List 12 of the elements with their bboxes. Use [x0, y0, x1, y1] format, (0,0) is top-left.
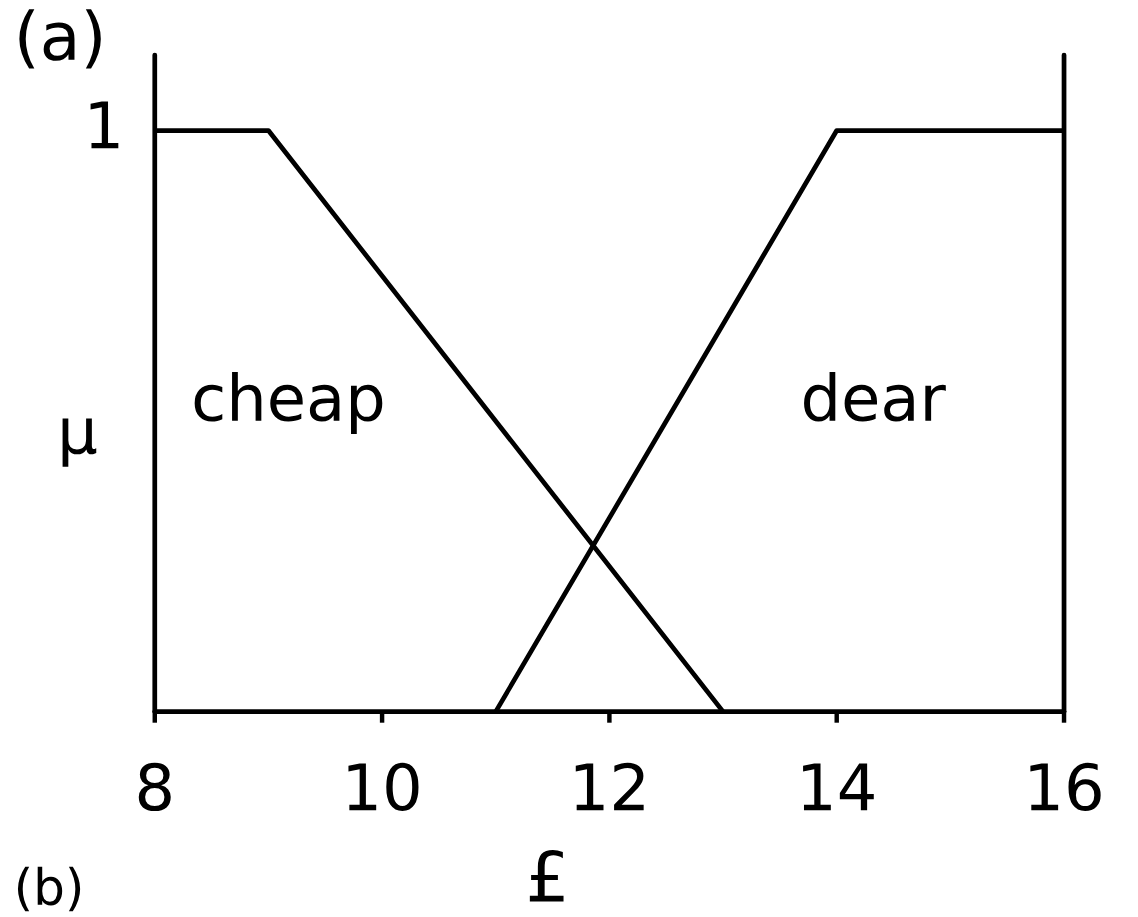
text: (b)	[17, 866, 81, 912]
x-tick-label: 16	[1030, 762, 1101, 812]
y-axis-title: μ	[62, 418, 97, 467]
x-tick-label: 8	[138, 762, 171, 812]
x-axis-title: £	[529, 849, 564, 902]
series-label: dear	[804, 372, 946, 422]
annotation: 1	[90, 101, 119, 149]
x-tick-label: 14	[803, 763, 874, 811]
chart-title: (a)	[19, 9, 101, 69]
x-tick-label: 10	[348, 762, 419, 812]
x-tick-label: 12	[575, 762, 644, 811]
series-label: cheap	[194, 372, 383, 434]
